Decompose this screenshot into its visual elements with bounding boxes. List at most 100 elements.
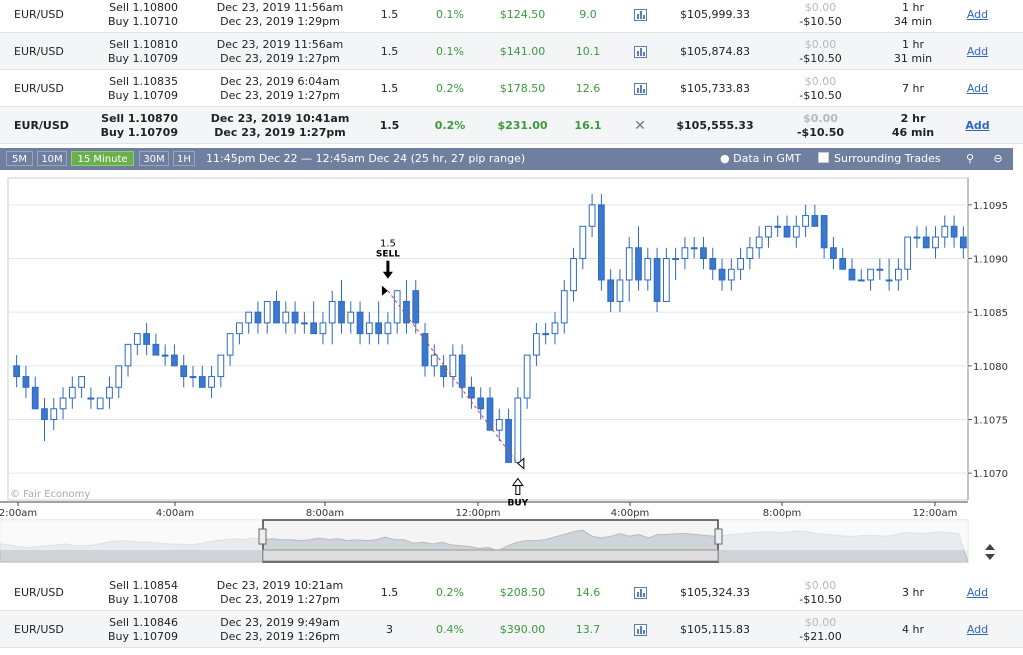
candle: [273, 300, 280, 324]
chart-icon[interactable]: [628, 70, 652, 107]
open-date: Dec 23, 2019 11:56am: [216, 37, 344, 51]
balance: $105,555.33: [676, 118, 754, 132]
checkbox-icon[interactable]: [818, 152, 829, 163]
candle: [393, 290, 401, 324]
candle: [198, 376, 206, 388]
open-date: Dec 23, 2019 11:56am: [216, 0, 344, 14]
close-date: Dec 23, 2019 1:27pm: [214, 125, 346, 139]
add-link[interactable]: Add: [955, 33, 1000, 70]
add-link[interactable]: Add: [955, 611, 1000, 648]
candle: [625, 247, 633, 281]
add-label[interactable]: Add: [966, 44, 989, 58]
close-date: Dec 23, 2019 1:26pm: [220, 629, 340, 643]
candle: [430, 354, 438, 367]
candle: [662, 258, 670, 302]
candle: [644, 258, 652, 281]
add-link[interactable]: Add: [955, 107, 1000, 144]
pair-label: EUR/USD: [14, 81, 64, 95]
candle: [616, 279, 624, 302]
candlestick-chart[interactable]: 1.1070 1.1075 1.1080 1.1085 1.1090 1.1095 2:00…: [0, 170, 1013, 565]
candle: [421, 333, 429, 367]
candle: [486, 397, 494, 431]
scroll-up-icon[interactable]: [985, 544, 995, 550]
candle: [245, 311, 253, 324]
y-tick-label: 1.1095: [973, 201, 1008, 212]
tf-10m-button[interactable]: 10M: [37, 151, 67, 166]
data-gmt-toggle[interactable]: ● Data in GMT: [720, 148, 801, 170]
candle: [440, 365, 447, 378]
trade-row: EUR/USD Sell 1.10854 Buy 1.10708 Dec 23, 20…: [0, 574, 1023, 611]
candle: [78, 376, 85, 388]
tf-30m-button[interactable]: 30M: [139, 151, 169, 166]
add-label[interactable]: Add: [966, 81, 989, 95]
balance: $105,999.33: [680, 7, 750, 21]
tf-5m-button[interactable]: 5M: [6, 151, 33, 166]
tf-1h-button[interactable]: 1H: [173, 151, 195, 166]
sell-price: Sell 1.10854: [109, 578, 178, 592]
candle: [291, 311, 299, 324]
candle: [282, 311, 290, 324]
tf-15m-button[interactable]: 15 Minute: [71, 151, 134, 166]
duration: 1 hr 34 min: [880, 0, 946, 33]
close-chart-icon[interactable]: ✕: [634, 117, 646, 134]
zoom-in-icon[interactable]: ⚲: [965, 152, 975, 165]
swap: -$10.50: [799, 88, 842, 102]
chart-icon[interactable]: [628, 574, 652, 611]
candle: [300, 322, 308, 325]
add-label[interactable]: Add: [966, 7, 989, 21]
navigator-handle-right[interactable]: [714, 528, 723, 545]
candle: [885, 279, 893, 282]
candle: [802, 215, 809, 227]
swap: -$10.50: [796, 125, 844, 139]
chart-icon[interactable]: [628, 33, 652, 70]
surrounding-trades-label: Surrounding Trades: [834, 152, 941, 165]
navigator-scrollbar[interactable]: [262, 549, 719, 562]
navigator-handle-left[interactable]: [258, 528, 267, 545]
candle: [171, 354, 178, 367]
trade-row: EUR/USD Sell 1.10835 Buy 1.10709 Dec 23, 20…: [0, 70, 1023, 107]
pair-label: EUR/USD: [14, 585, 64, 599]
swap: -$10.50: [799, 14, 842, 28]
candle: [542, 333, 550, 336]
watermark: © Fair Economy: [10, 489, 90, 500]
duration: 7 hr: [880, 70, 946, 107]
lots: 3: [386, 622, 393, 636]
pair-label: EUR/USD: [14, 44, 64, 58]
duration-hours: 4 hr: [902, 622, 924, 636]
duration-minutes: 34 min: [893, 14, 933, 28]
add-label[interactable]: Add: [966, 585, 989, 599]
candle: [746, 247, 754, 260]
candle: [328, 300, 336, 324]
x-tick-label: 2:00am: [0, 508, 37, 519]
duration-hours: 7 hr: [902, 81, 924, 95]
candle: [449, 354, 457, 378]
candle: [412, 290, 420, 324]
chart-icon[interactable]: [628, 0, 652, 33]
data-gmt-label: Data in GMT: [733, 152, 802, 165]
prices: Sell 1.10854 Buy 1.10708: [100, 574, 178, 611]
pips: 14.6: [575, 585, 601, 599]
sell-price: Sell 1.10846: [109, 615, 178, 629]
y-tick-label: 1.1070: [973, 469, 1008, 480]
trade-row: EUR/USD Sell 1.10846 Buy 1.10709 Dec 23, 20…: [0, 611, 1023, 648]
candle: [681, 247, 689, 260]
add-link[interactable]: Add: [955, 70, 1000, 107]
duration: 3 hr: [880, 574, 946, 611]
candle: [319, 322, 327, 335]
sell-price: Sell 1.10810: [109, 37, 178, 51]
trade-row: EUR/USD Sell 1.10870 Buy 1.10709 Dec 23, 20…: [0, 107, 1023, 144]
add-label[interactable]: Add: [965, 118, 990, 132]
y-tick-label: 1.1090: [973, 255, 1008, 266]
add-label[interactable]: Add: [966, 622, 989, 636]
pips: 12.6: [575, 81, 601, 95]
surrounding-trades-toggle[interactable]: Surrounding Trades: [818, 148, 941, 170]
percent-gain: 0.4%: [436, 622, 464, 636]
y-tick-label: 1.1080: [973, 362, 1008, 373]
scroll-down-icon[interactable]: [985, 554, 995, 560]
add-link[interactable]: Add: [955, 0, 1000, 33]
chart-icon[interactable]: [628, 611, 652, 648]
candle: [338, 300, 345, 324]
zoom-out-icon[interactable]: ⊖: [993, 152, 1003, 165]
add-link[interactable]: Add: [955, 574, 1000, 611]
lots: 1.5: [380, 585, 399, 599]
